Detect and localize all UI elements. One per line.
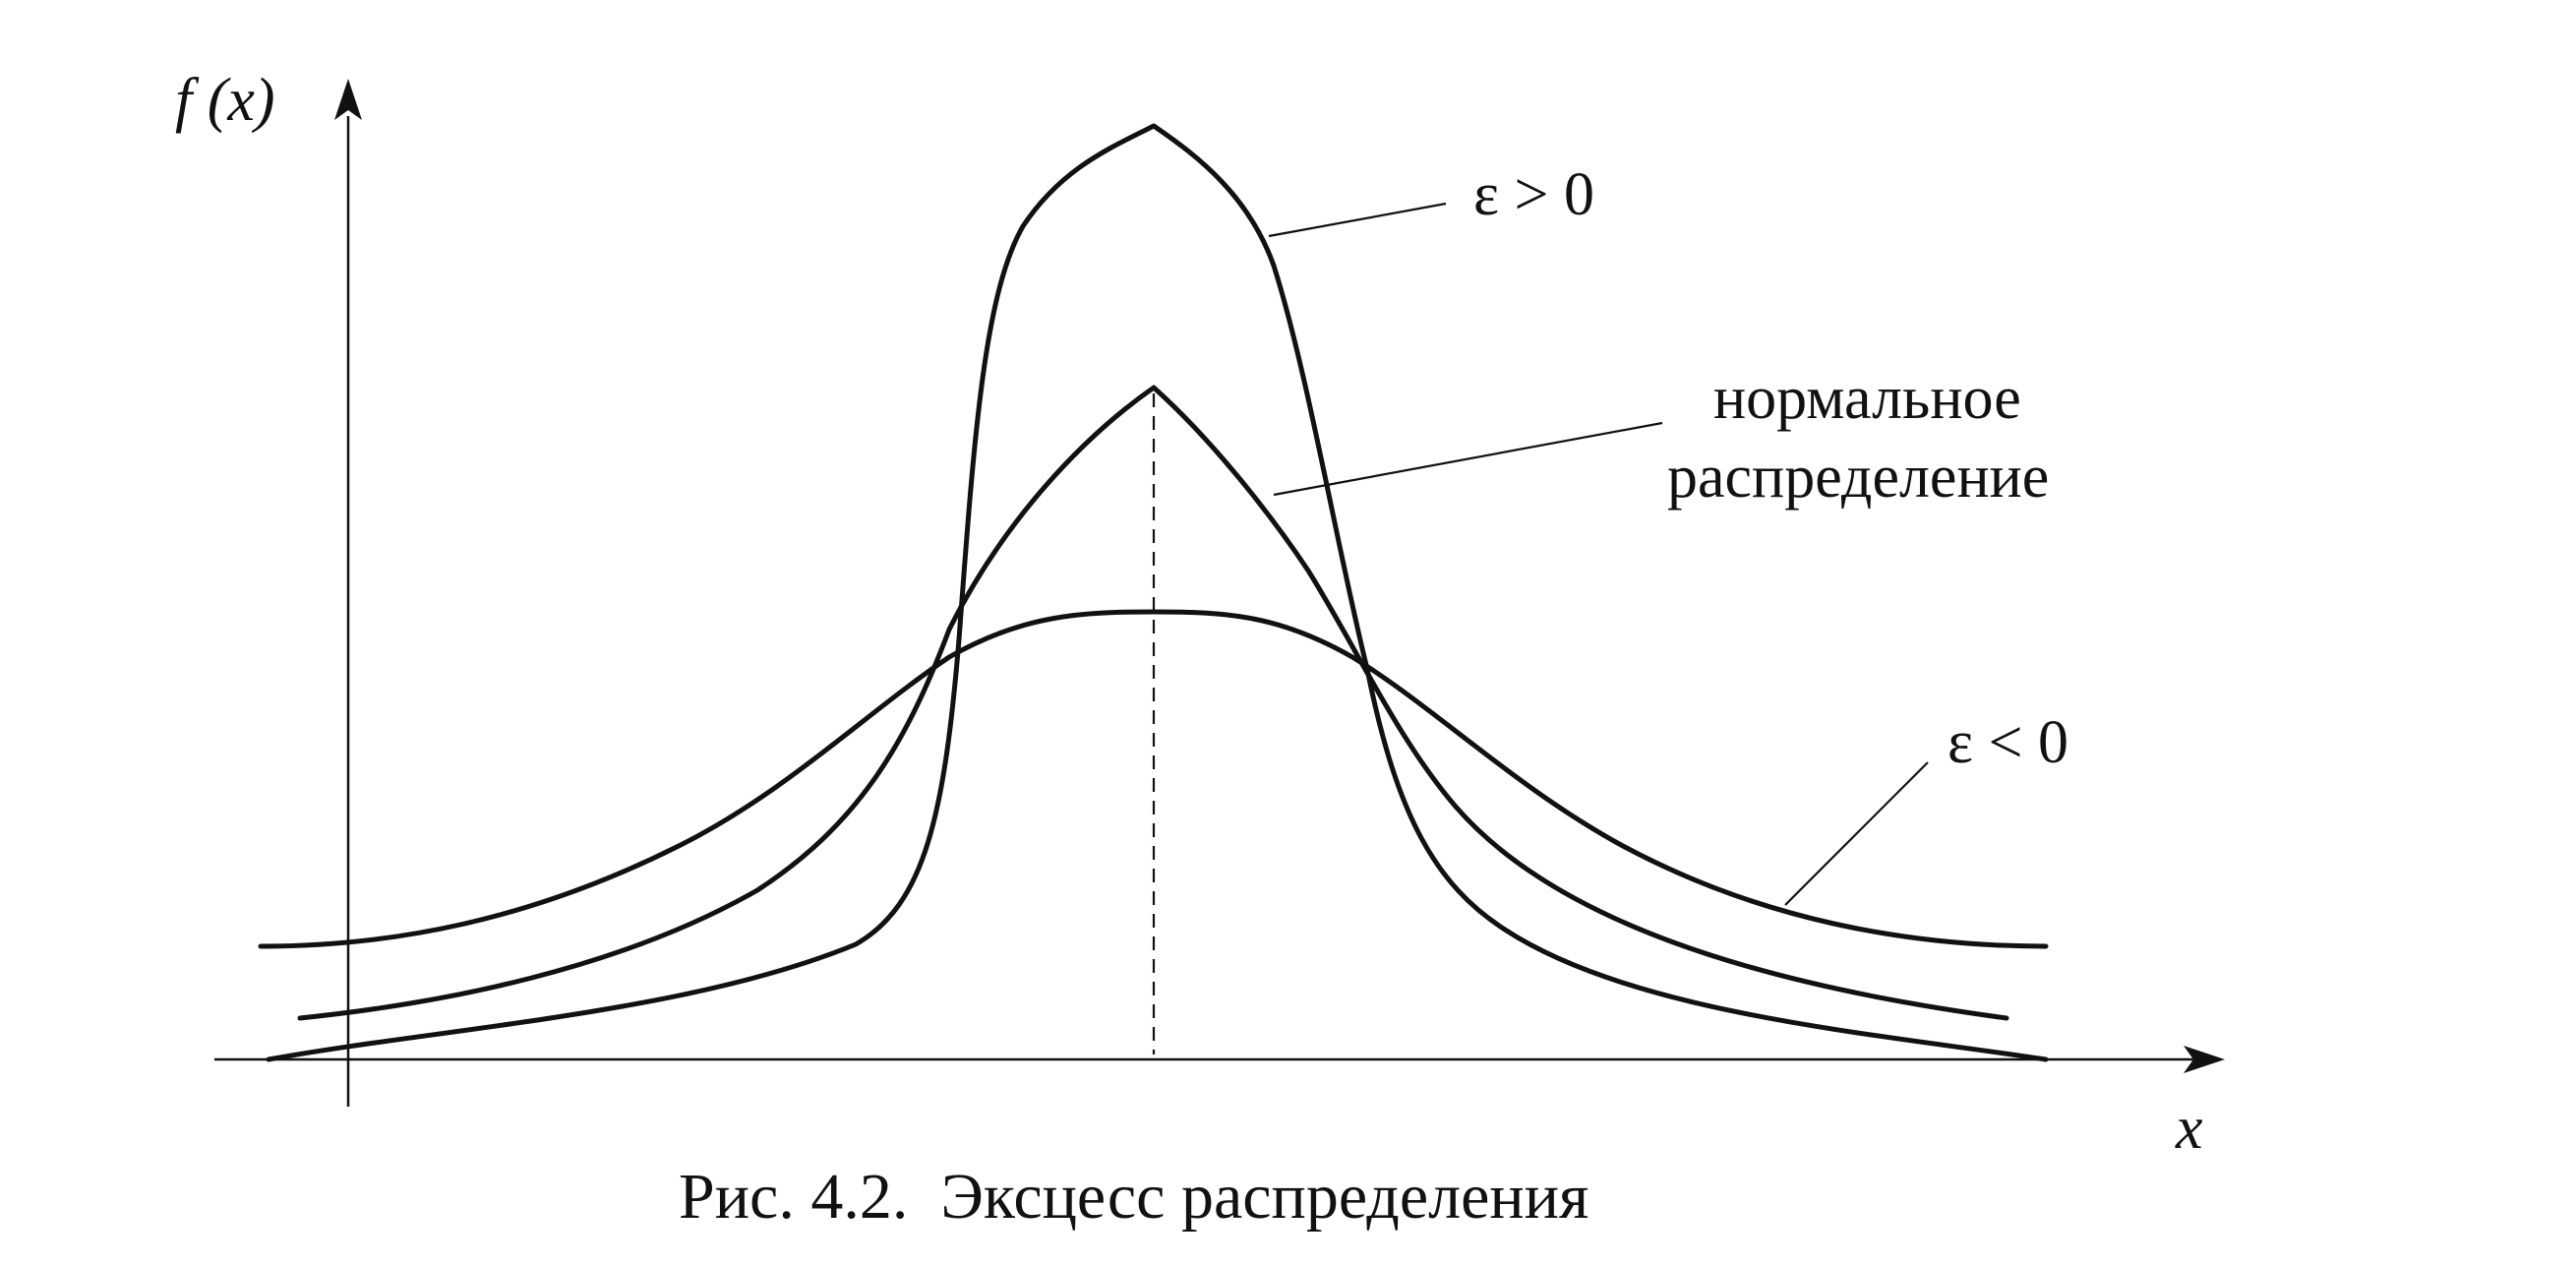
curve-normal: [297, 385, 2009, 1021]
leader-positive-kurtosis: [1268, 202, 1447, 238]
label-positive-kurtosis: ε > 0: [1473, 161, 1594, 228]
x-axis-arrowhead: [2184, 1046, 2225, 1073]
label-normal-line1: нормальное: [1713, 365, 2021, 432]
curve-positive-kurtosis: [266, 123, 2049, 1062]
figure-caption: Рис. 4.2. Эксцесс распределения: [679, 1161, 1588, 1233]
curve-negative-kurtosis: [258, 609, 2049, 949]
y-axis-label: f (x): [175, 67, 275, 134]
leader-normal: [1273, 421, 1663, 497]
label-negative-kurtosis: ε < 0: [1947, 709, 2068, 776]
y-axis-arrowhead: [334, 79, 362, 120]
leader-negative-kurtosis: [1784, 761, 1929, 906]
x-axis-label: x: [2175, 1095, 2203, 1162]
label-normal-line2: распределение: [1667, 444, 2049, 511]
